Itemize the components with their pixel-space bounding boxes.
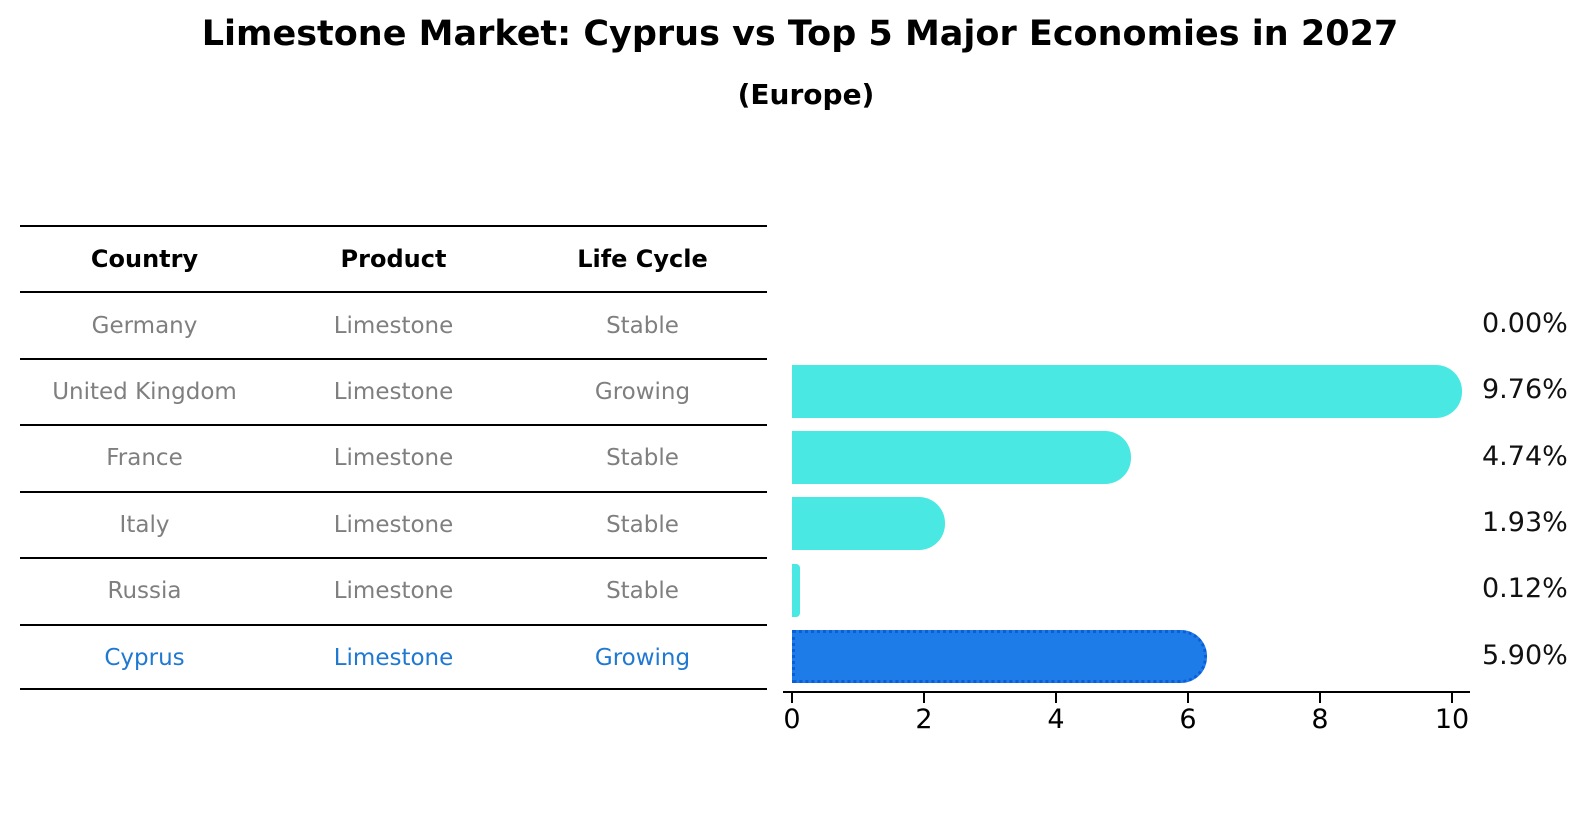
bar-value-label: 4.74% [1482,440,1568,472]
table-header-row-cell: Product [340,245,447,274]
x-axis-tick-label: 0 [783,704,801,735]
table-row-france-cell: Stable [606,445,679,472]
bar-cyprus-highlighted [792,630,1208,684]
table-row-russia-cell: Russia [107,578,182,605]
table-row-italy: Italy Limestone Stable [20,490,767,557]
x-axis-tick [1319,692,1321,703]
country-table: Country Product Life Cycle Germany Limestone… [20,225,767,690]
x-axis-tick [1451,692,1453,703]
x-axis-tick [1055,692,1057,703]
x-axis-tick-label: 8 [1311,704,1329,735]
bar-russia [792,563,800,617]
table-row-france-cell: Limestone [333,445,454,472]
x-axis-tick-label: 2 [915,704,933,735]
table-row-cyprus-cell: Growing [594,644,691,671]
chart-subtitle: (Europe) [737,78,875,111]
table-header-row-cell: Life Cycle [577,245,708,274]
table-row-russia: Russia Limestone Stable [20,557,767,623]
table-row-italy-cell: Limestone [333,511,454,538]
table-row-italy-cell: Stable [606,511,679,538]
table-row-germany-cell: Germany [91,312,198,339]
bar-value-label: 5.90% [1482,639,1568,671]
bar-france [792,431,1131,484]
chart-title: Limestone Market: Cyprus vs Top 5 Major … [201,14,1399,54]
table-row-france-cell: France [106,445,183,472]
bar-value-label: 0.00% [1482,307,1568,339]
table-row-italy-cell: Italy [119,511,170,538]
bar-value-label: 9.76% [1482,374,1568,406]
table-row-germany-cell: Limestone [333,312,454,339]
table-row-cyprus: Cyprus Limestone Growing [20,623,767,690]
table-row-germany-cell: Stable [606,312,679,339]
x-axis-line [783,691,1470,693]
table-row-germany: Germany Limestone Stable [20,291,767,357]
table-row-russia-cell: Limestone [333,578,454,605]
x-axis-tick [791,692,793,703]
bar-value-label: 1.93% [1482,506,1568,538]
bar-value-label: 0.12% [1482,573,1568,605]
bar-united-kingdom [792,364,1463,418]
table-row-united-kingdom-cell: Limestone [333,379,454,406]
table-row-france: France Limestone Stable [20,424,767,490]
x-axis-tick-label: 6 [1179,704,1197,735]
table-row-united-kingdom: United Kingdom Limestone Growing [20,357,767,424]
x-axis-tick [1187,692,1189,703]
table-header-row: Country Product Life Cycle [20,225,767,291]
table-row-united-kingdom-cell: United Kingdom [52,379,237,406]
x-axis-tick [923,692,925,703]
bar-italy [792,497,946,551]
x-axis-tick-label: 4 [1047,704,1065,735]
table-row-cyprus-cell: Cyprus [104,644,185,671]
table-row-cyprus-cell: Limestone [333,644,454,671]
table-row-russia-cell: Stable [606,578,679,605]
x-axis-tick-label: 10 [1434,704,1470,735]
table-header-row-cell: Country [90,245,199,274]
table-row-united-kingdom-cell: Growing [594,379,691,406]
